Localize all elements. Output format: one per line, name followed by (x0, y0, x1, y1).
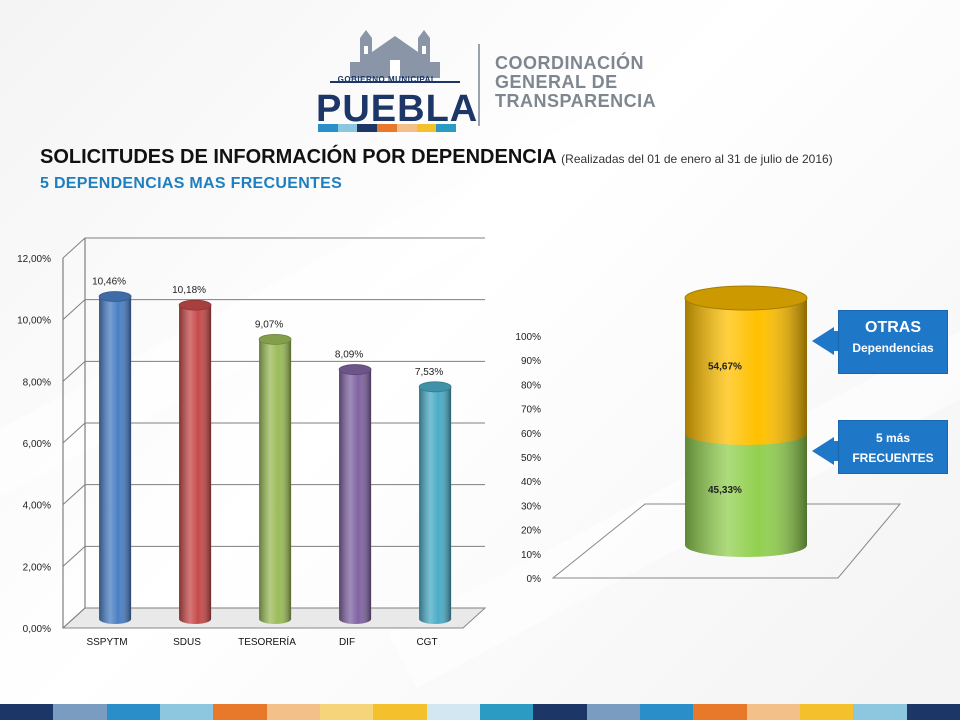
bar-sdus (178, 299, 212, 624)
y-tick-label: 10% (521, 550, 541, 561)
data-label: 10,46% (92, 276, 126, 287)
arrow-left-icon (812, 437, 834, 465)
callout-otras-title: OTRAS (865, 319, 921, 336)
stripe-segment (159, 704, 214, 720)
logo-title: PUEBLA (316, 88, 479, 130)
callout-otras-text: Dependencias (852, 341, 934, 355)
data-label: 7,53% (415, 367, 443, 378)
x-tick-label: SDUS (173, 637, 201, 648)
data-label: 9,07% (255, 319, 283, 330)
stripe-segment (746, 704, 800, 720)
data-label: 8,09% (335, 350, 363, 361)
page-subtitle: 5 DEPENDENCIAS MAS FRECUENTES (40, 175, 343, 192)
y-tick-label: 6,00% (23, 439, 51, 450)
y-tick-label: 80% (521, 380, 541, 391)
bar-tesorería (258, 333, 292, 624)
stripe-segment (693, 704, 747, 720)
y-tick-label: 0,00% (23, 624, 51, 635)
logo-subtitle: GOBIERNO MUNICIPAL (337, 75, 437, 84)
y-tick-label: 50% (521, 453, 541, 464)
stack-segment-1 (685, 433, 807, 557)
stack-data-label: 45,33% (708, 485, 742, 496)
bar-cgt (418, 381, 452, 624)
stack-data-label: 54,67% (708, 362, 742, 373)
y-tick-label: 8,00% (23, 377, 51, 388)
arrow-left-icon (812, 327, 834, 355)
y-tick-label: 90% (521, 356, 541, 367)
page-title: SOLICITUDES DE INFORMACIÓN POR DEPENDENC… (40, 146, 833, 169)
callout-5-mas-text: FRECUENTES (852, 451, 934, 465)
y-tick-label: 4,00% (23, 501, 51, 512)
y-tick-label: 10,00% (17, 316, 51, 327)
bar-sspytm (98, 291, 132, 624)
bar-dif (338, 364, 372, 624)
y-tick-label: 2,00% (23, 562, 51, 573)
data-label: 10,18% (172, 285, 206, 296)
x-tick-label: TESORERÍA (238, 635, 296, 648)
stripe-segment (266, 704, 320, 720)
stripe-segment (906, 704, 960, 720)
y-tick-label: 60% (521, 429, 541, 440)
org-name-line-1: COORDINACIÓN (495, 53, 644, 73)
stripe-segment (53, 704, 107, 720)
stripe-segment (639, 704, 694, 720)
y-tick-label: 30% (521, 501, 541, 512)
stripe-segment (799, 704, 854, 720)
cathedral-icon (330, 30, 460, 83)
stripe-segment (533, 704, 587, 720)
x-tick-label: DIF (339, 637, 355, 648)
logo: GOBIERNO MUNICIPAL PUEBLA COORDINACIÓN G… (310, 28, 670, 138)
y-tick-label: 100% (515, 332, 541, 343)
logo-divider (478, 44, 480, 126)
footer-color-stripe (0, 704, 960, 720)
stripe-segment (586, 704, 640, 720)
y-tick-label: 0% (527, 574, 542, 585)
stripe-segment (853, 704, 907, 720)
stripe-segment (319, 704, 374, 720)
stripe-segment (0, 704, 54, 720)
title-period: (Realizadas del 01 de enero al 31 de jul… (561, 152, 833, 166)
y-tick-label: 12,00% (17, 254, 51, 265)
stack-segment-2 (684, 285, 808, 446)
stripe-segment (479, 704, 534, 720)
stack-chart-frame (551, 503, 902, 579)
org-name-line-2: GENERAL DE (495, 72, 618, 92)
stripe-segment (106, 704, 160, 720)
logo-color-bar (318, 124, 457, 132)
x-tick-label: CGT (416, 637, 437, 648)
stripe-segment (373, 704, 427, 720)
org-name-line-3: TRANSPARENCIA (495, 91, 657, 111)
callout-5-mas-title: 5 más (875, 431, 911, 445)
y-tick-label: 40% (521, 477, 541, 488)
title-main: SOLICITUDES DE INFORMACIÓN POR DEPENDENC… (40, 146, 557, 168)
y-tick-label: 70% (521, 405, 541, 416)
stripe-segment (426, 704, 480, 720)
x-tick-label: SSPYTM (86, 637, 127, 648)
y-tick-label: 20% (521, 526, 541, 537)
stripe-segment (213, 704, 267, 720)
